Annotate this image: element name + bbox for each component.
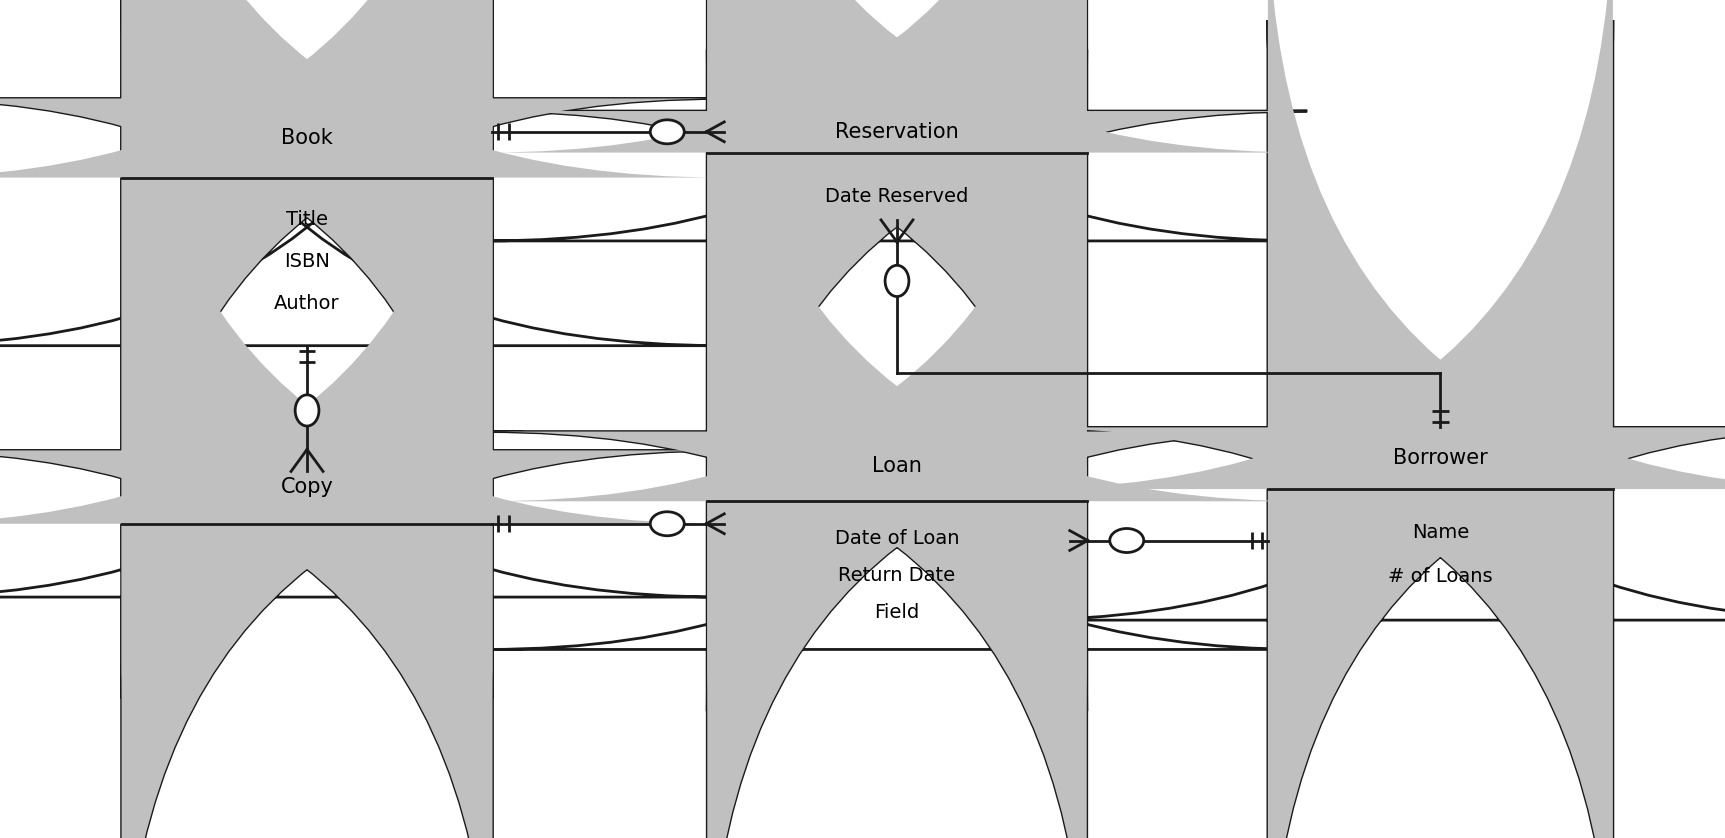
FancyBboxPatch shape: [486, 0, 1308, 711]
Bar: [707, 467, 1087, 501]
Text: Reservation: Reservation: [835, 122, 959, 142]
Text: # of Loans: # of Loans: [1389, 567, 1492, 586]
FancyBboxPatch shape: [0, 0, 721, 838]
Text: Author: Author: [274, 294, 340, 313]
Text: Field: Field: [875, 603, 919, 622]
Bar: [121, 138, 493, 178]
FancyBboxPatch shape: [0, 0, 721, 698]
Text: Return Date: Return Date: [838, 566, 956, 585]
Ellipse shape: [650, 512, 685, 535]
Text: Date of Loan: Date of Loan: [835, 529, 959, 548]
Ellipse shape: [650, 120, 685, 144]
FancyBboxPatch shape: [486, 0, 1308, 711]
FancyBboxPatch shape: [1013, 0, 1725, 838]
Text: Loan: Loan: [873, 457, 921, 477]
Bar: [707, 132, 1087, 153]
FancyBboxPatch shape: [486, 49, 1308, 838]
Text: Title: Title: [286, 210, 328, 229]
Bar: [121, 487, 493, 524]
Bar: [1268, 458, 1613, 489]
Text: Borrower: Borrower: [1394, 448, 1487, 468]
Text: Date Reserved: Date Reserved: [825, 187, 969, 206]
FancyBboxPatch shape: [486, 0, 1308, 838]
FancyBboxPatch shape: [1013, 20, 1725, 838]
Ellipse shape: [1109, 529, 1144, 552]
Ellipse shape: [885, 266, 909, 297]
FancyBboxPatch shape: [0, 0, 721, 838]
Text: Book: Book: [281, 128, 333, 148]
Text: ISBN: ISBN: [285, 252, 329, 272]
Ellipse shape: [295, 395, 319, 426]
FancyBboxPatch shape: [0, 0, 721, 698]
Text: Name: Name: [1411, 523, 1470, 542]
Text: Copy: Copy: [281, 477, 333, 497]
